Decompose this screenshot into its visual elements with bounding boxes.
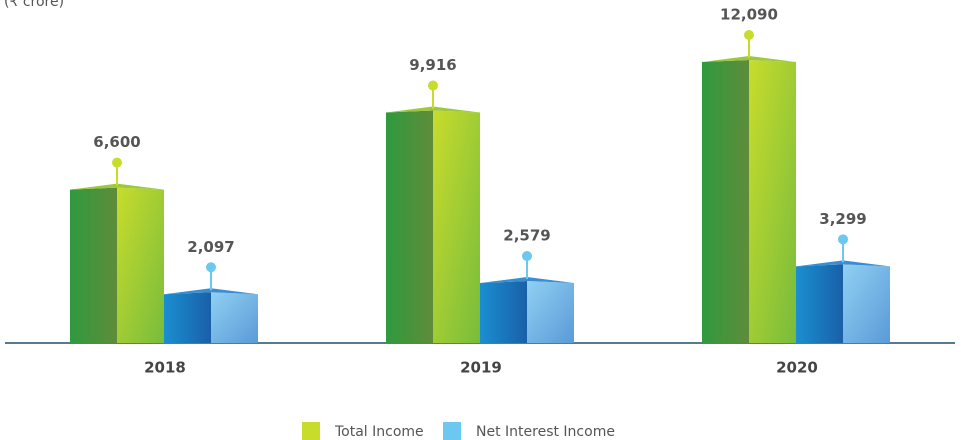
value-label: 3,299	[819, 210, 866, 228]
bar-face	[386, 106, 480, 113]
bar	[70, 183, 164, 343]
value-pin-dot	[428, 80, 438, 91]
x-tick-label: 2019	[460, 359, 502, 377]
value-pin-dot	[744, 30, 754, 40]
value-pin-dot	[206, 262, 216, 273]
bar-face	[211, 292, 258, 343]
bar	[796, 260, 890, 343]
x-tick-label: 2018	[144, 359, 186, 377]
legend-swatch	[302, 422, 320, 440]
bar-face	[796, 260, 890, 267]
unit-label: (₹ crore)	[4, 0, 64, 10]
bar-face	[70, 187, 117, 343]
value-label: 6,600	[93, 133, 140, 151]
value-pin-dot	[112, 157, 122, 168]
value-label: 12,090	[720, 6, 778, 24]
bar-face	[702, 56, 796, 62]
bar-face	[527, 281, 574, 343]
bar-face	[480, 281, 527, 343]
bar-face	[796, 264, 843, 343]
value-pin-dot	[522, 251, 532, 262]
bar-face	[702, 60, 749, 343]
bar-face	[164, 288, 258, 295]
value-label: 9,916	[409, 56, 456, 74]
bar	[480, 277, 574, 343]
bar	[164, 288, 258, 343]
x-tick-label: 2020	[776, 359, 818, 377]
bar-face	[433, 110, 480, 343]
bar-face	[70, 183, 164, 190]
bar-face	[117, 187, 164, 343]
legend-swatch	[443, 422, 461, 440]
bar-face	[480, 277, 574, 284]
value-pin-dot	[838, 234, 848, 245]
bar-face	[843, 264, 890, 343]
bar	[702, 56, 796, 343]
value-label: 2,579	[503, 227, 550, 245]
bar-face	[386, 110, 433, 343]
legend-label: Net Interest Income	[476, 424, 615, 440]
bar-face	[164, 292, 211, 343]
legend-label: Total Income	[334, 424, 424, 440]
bar-face	[749, 60, 796, 343]
value-label: 2,097	[187, 238, 234, 256]
bar	[386, 106, 480, 343]
